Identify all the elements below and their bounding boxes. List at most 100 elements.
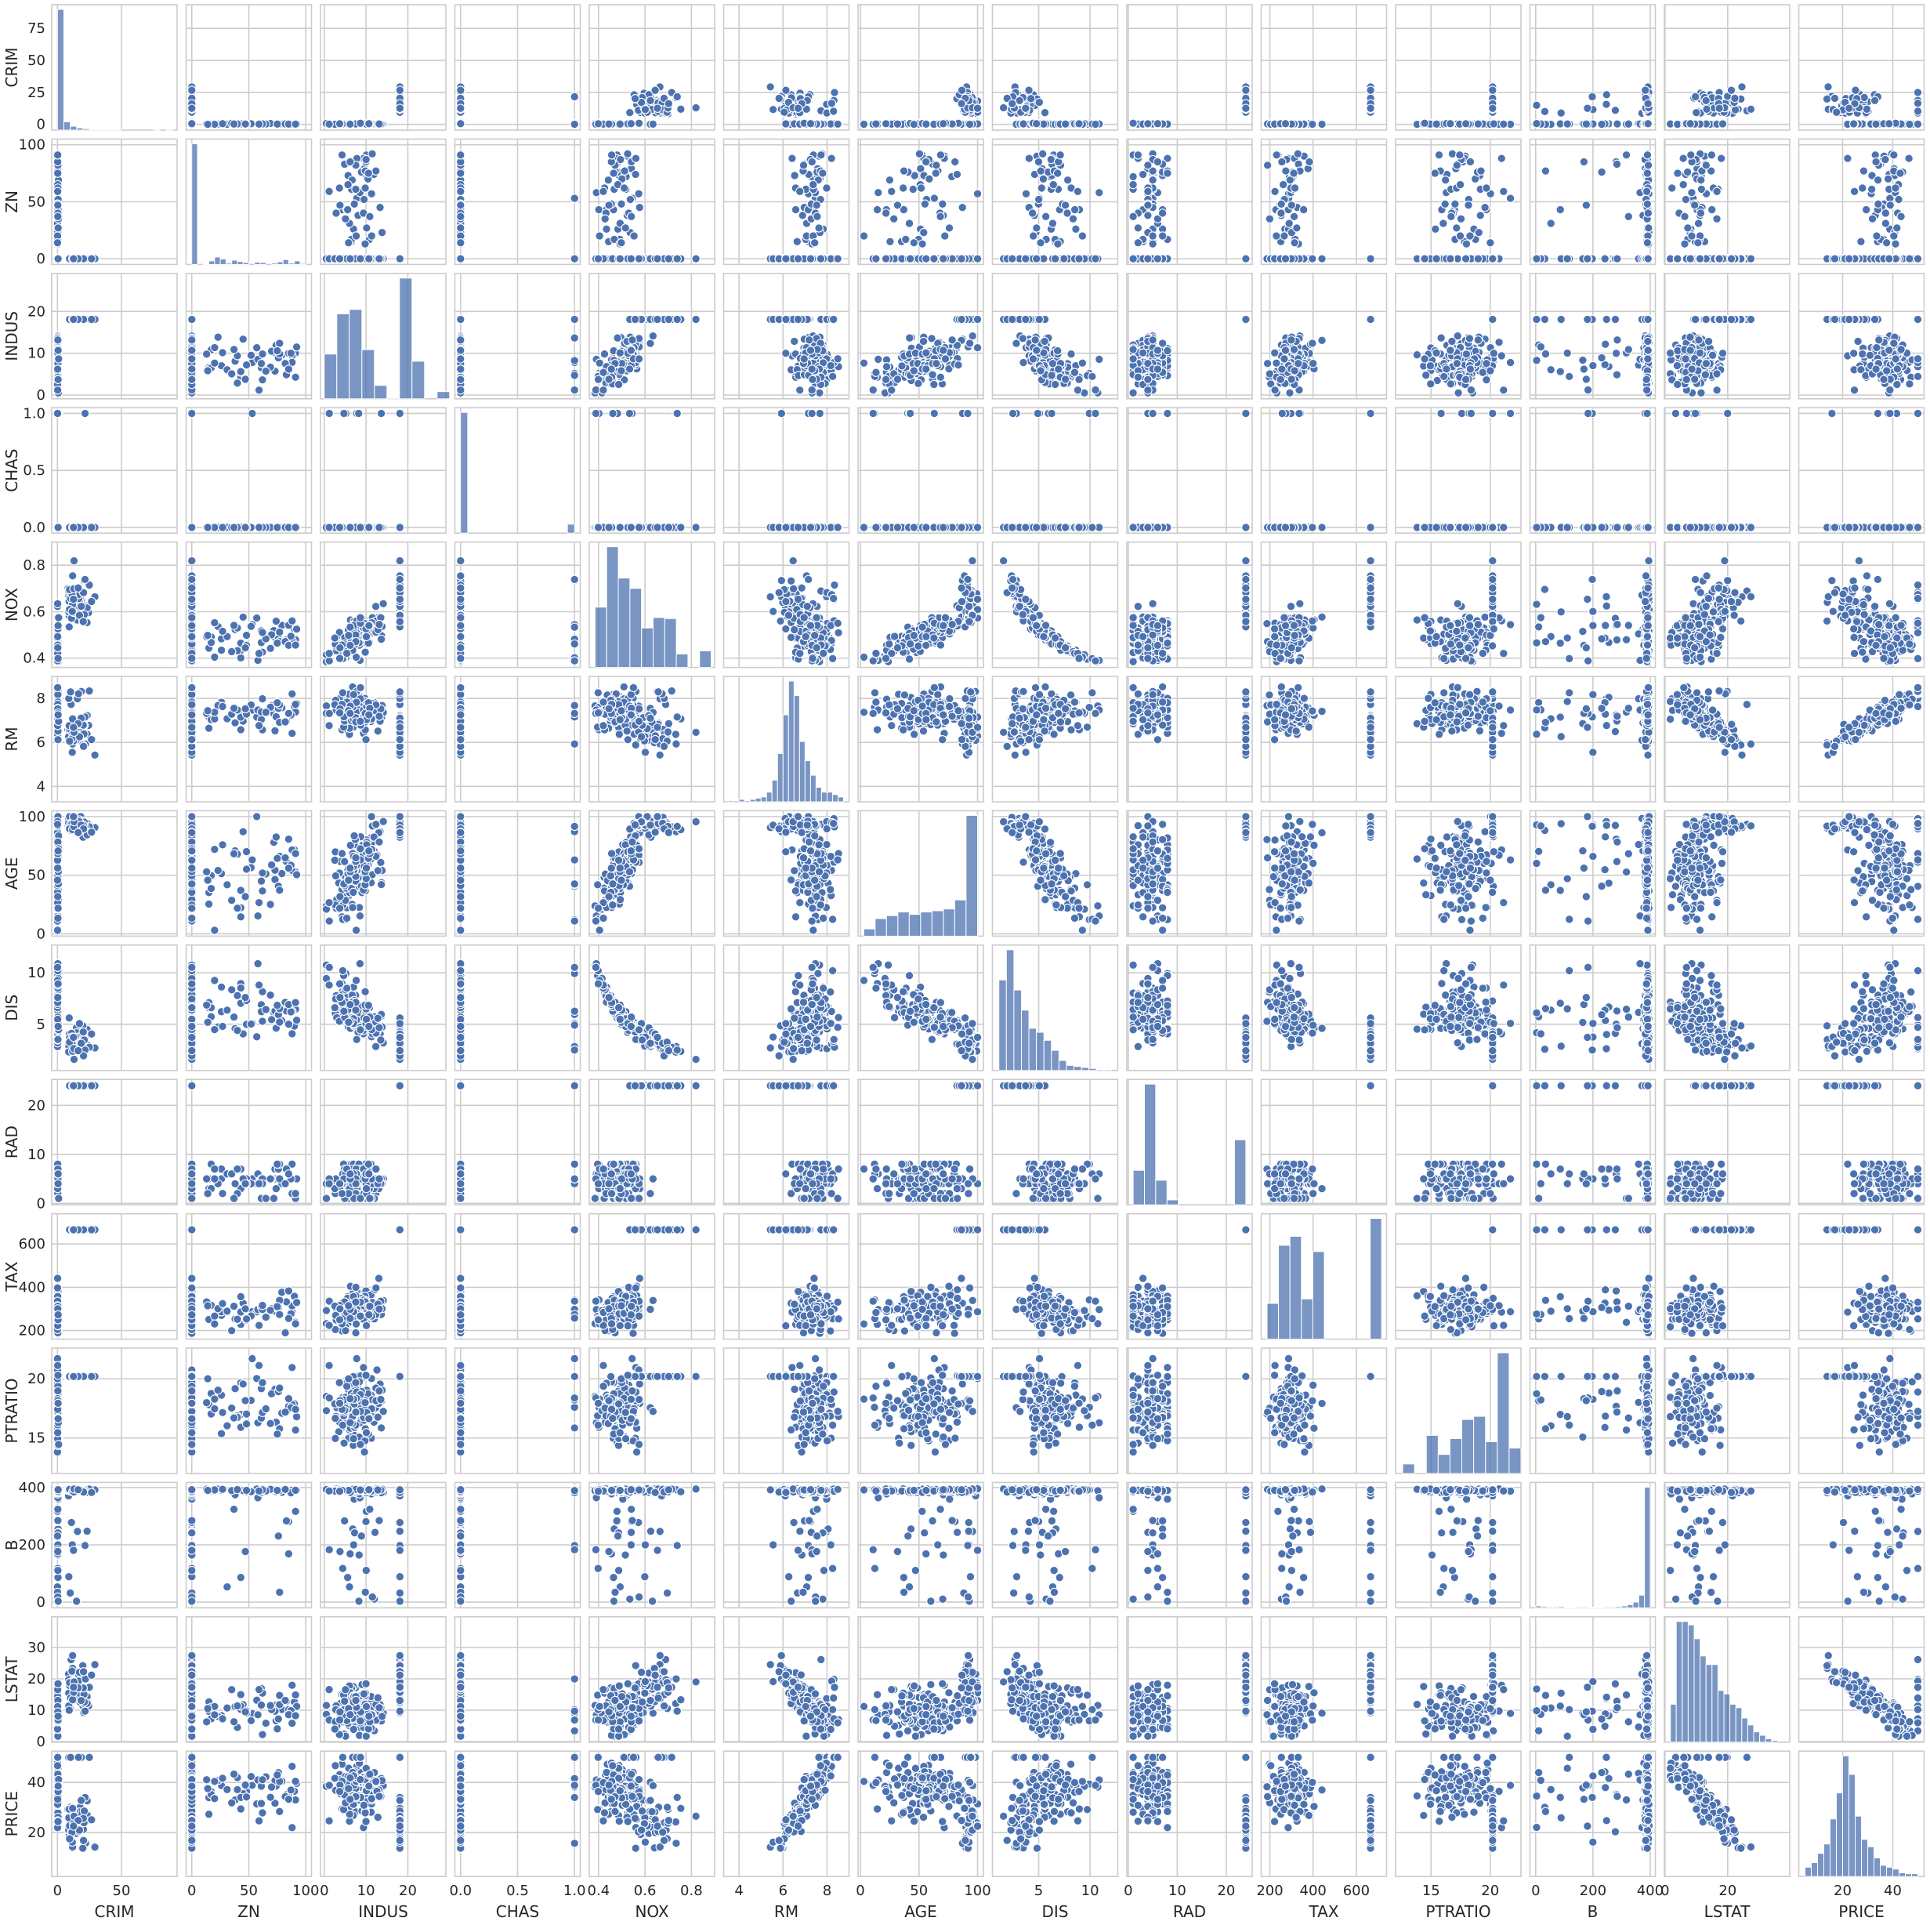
scatter-point (922, 120, 930, 128)
scatter-point (1022, 104, 1030, 112)
scatter-point (1153, 120, 1161, 128)
scatter-point (654, 104, 661, 112)
scatter-point (230, 120, 237, 128)
scatter-point (872, 120, 880, 128)
scatter-point (1624, 120, 1632, 128)
panel-background (52, 5, 177, 130)
scatter-point (1747, 105, 1754, 113)
scatter-point (365, 120, 373, 128)
scatter-point (794, 104, 802, 112)
scatter-point (1557, 109, 1565, 117)
scatter-point (457, 104, 465, 112)
scatter-point (1613, 120, 1621, 128)
scatter-point (1041, 108, 1048, 116)
panel-crim-vs-zn (186, 5, 312, 130)
scatter-point (188, 120, 196, 128)
scatter-point (605, 120, 613, 128)
scatter-point (1019, 120, 1027, 128)
scatter-point (1489, 104, 1497, 112)
panel-crim-vs-dis (993, 5, 1118, 130)
histogram-bar (71, 126, 77, 130)
scatter-point (1027, 95, 1034, 103)
scatter-point (860, 120, 867, 128)
scatter-point (1914, 100, 1921, 107)
scatter-point (831, 89, 838, 96)
scatter-point (375, 120, 383, 128)
scatter-point (396, 104, 404, 112)
scatter-point (1702, 96, 1710, 104)
panel-crim-vs-rm (724, 5, 849, 130)
scatter-point (1584, 104, 1591, 112)
scatter-point (1092, 120, 1099, 128)
scatter-point (594, 120, 602, 128)
scatter-point (204, 120, 212, 128)
scatter-point (1242, 104, 1250, 112)
scatter-point (1500, 120, 1508, 128)
scatter-point (692, 103, 700, 111)
scatter-point (1602, 91, 1610, 99)
scatter-point (1644, 100, 1652, 107)
scatter-point (673, 92, 681, 100)
panel-crim-vs-lstat (1664, 5, 1790, 130)
scatter-point (241, 120, 249, 128)
histogram-bar (57, 9, 63, 130)
scatter-point (1715, 104, 1723, 112)
histogram-bar (64, 122, 71, 131)
scatter-point (273, 120, 281, 128)
scatter-point (1075, 120, 1083, 128)
scatter-point (1533, 119, 1541, 127)
scatter-point (1541, 107, 1548, 115)
pairplot-panels (52, 5, 1925, 1876)
panel-crim-vs-chas (455, 5, 581, 130)
scatter-point (219, 120, 226, 128)
panel-crim-vs-nox (589, 5, 715, 130)
histogram-bar (77, 128, 83, 130)
scatter-point (766, 83, 774, 91)
scatter-point (769, 106, 777, 114)
scatter-point (1489, 86, 1497, 94)
scatter-point (1582, 120, 1590, 128)
scatter-point (627, 120, 635, 128)
scatter-point (1421, 119, 1428, 127)
scatter-point (1823, 95, 1830, 103)
scatter-point (1602, 100, 1610, 108)
scatter-point (1727, 86, 1735, 94)
scatter-point (1061, 120, 1069, 128)
scatter-point (973, 104, 981, 112)
scatter-point (1598, 120, 1606, 128)
scatter-point (829, 107, 837, 115)
scatter-point (1533, 101, 1541, 109)
scatter-point (958, 86, 965, 94)
scatter-point (782, 120, 790, 128)
scatter-point (188, 104, 196, 112)
panel-background (1127, 5, 1252, 130)
panel-crim-vs-b (1530, 5, 1656, 130)
scatter-point (1824, 83, 1832, 91)
scatter-point (1490, 120, 1497, 128)
scatter-point (1693, 108, 1700, 116)
scatter-point (457, 120, 465, 128)
scatter-point (1686, 120, 1694, 128)
scatter-point (940, 120, 947, 128)
scatter-point (635, 119, 643, 127)
panel-crim-vs-tax (1262, 5, 1387, 130)
scatter-point (1461, 120, 1469, 128)
scatter-point (677, 105, 685, 113)
scatter-point (1281, 120, 1289, 128)
panel-background (1396, 5, 1521, 130)
scatter-point (357, 119, 364, 127)
scatter-point (965, 120, 973, 128)
scatter-point (631, 95, 639, 103)
scatter-point (1035, 98, 1043, 106)
scatter-point (457, 86, 465, 94)
scatter-point (651, 86, 659, 94)
scatter-point (827, 100, 835, 107)
scatter-point (664, 100, 672, 107)
scatter-point (1432, 120, 1440, 128)
scatter-point (1738, 83, 1746, 91)
scatter-point (958, 100, 965, 107)
scatter-point (882, 120, 889, 128)
scatter-point (1731, 106, 1739, 114)
scatter-point (782, 86, 790, 94)
